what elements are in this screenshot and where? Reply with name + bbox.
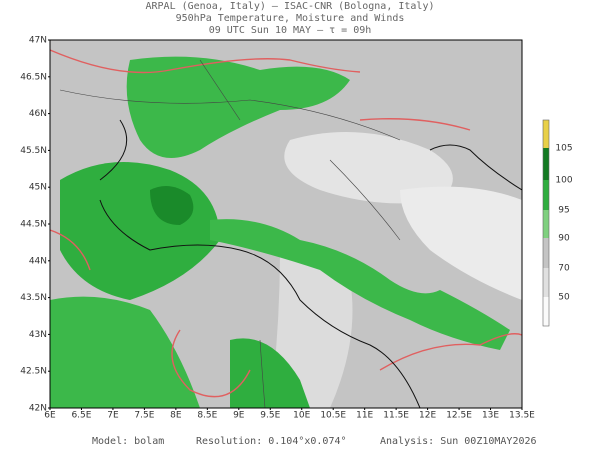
lon-label: 13E: [482, 411, 499, 421]
lat-label: 42N: [29, 404, 47, 414]
lon-label: 6.5E: [71, 411, 91, 421]
colorbar-label: 95: [558, 206, 569, 216]
colorbar-label: 70: [558, 264, 570, 274]
colorbar-label: 90: [558, 234, 570, 244]
header-line: 950hPa Temperature, Moisture and Winds: [176, 13, 405, 24]
lon-label: 10E: [293, 411, 310, 421]
lat-label: 44N: [29, 256, 47, 266]
lat-label: 45N: [29, 183, 47, 193]
colorbar-label: 105: [555, 144, 572, 154]
lat-label: 46N: [29, 109, 47, 119]
colorbar-label: 100: [555, 176, 572, 186]
lon-label: 11.5E: [383, 411, 409, 421]
lon-label: 7.5E: [134, 411, 154, 421]
header-line: 09 UTC Sun 10 MAY – τ = 09h: [209, 25, 372, 36]
lon-label: 11E: [356, 411, 373, 421]
lat-label: 45.5N: [20, 146, 47, 156]
lat-label: 47N: [29, 36, 47, 46]
footer-resolution: Resolution: 0.104°x0.074°: [196, 436, 347, 447]
colorbar-label: 50: [558, 293, 570, 303]
map-field: [50, 40, 522, 408]
lat-label: 44.5N: [20, 220, 47, 230]
lat-label: 42.5N: [20, 367, 47, 377]
lat-label: 46.5N: [20, 72, 47, 82]
lon-label: 7E: [107, 411, 119, 421]
lon-label: 10.5E: [320, 411, 346, 421]
colorbar: [542, 119, 550, 327]
lon-label: 9.5E: [260, 411, 280, 421]
lat-label: 43N: [29, 330, 47, 340]
header-line: ARPAL (Genoa, Italy) – ISAC-CNR (Bologna…: [146, 1, 435, 12]
lon-label: 12.5E: [446, 411, 472, 421]
lat-label: 43.5N: [20, 293, 47, 303]
lon-label: 6E: [44, 411, 56, 421]
footer-model: Model: bolam: [92, 436, 164, 447]
lon-label: 8.5E: [197, 411, 217, 421]
lon-label: 12E: [419, 411, 436, 421]
footer-analysis: Analysis: Sun 00Z10MAY2026: [380, 436, 537, 447]
lon-label: 13.5E: [509, 411, 535, 421]
lon-label: 9E: [233, 411, 245, 421]
lon-label: 8E: [170, 411, 182, 421]
